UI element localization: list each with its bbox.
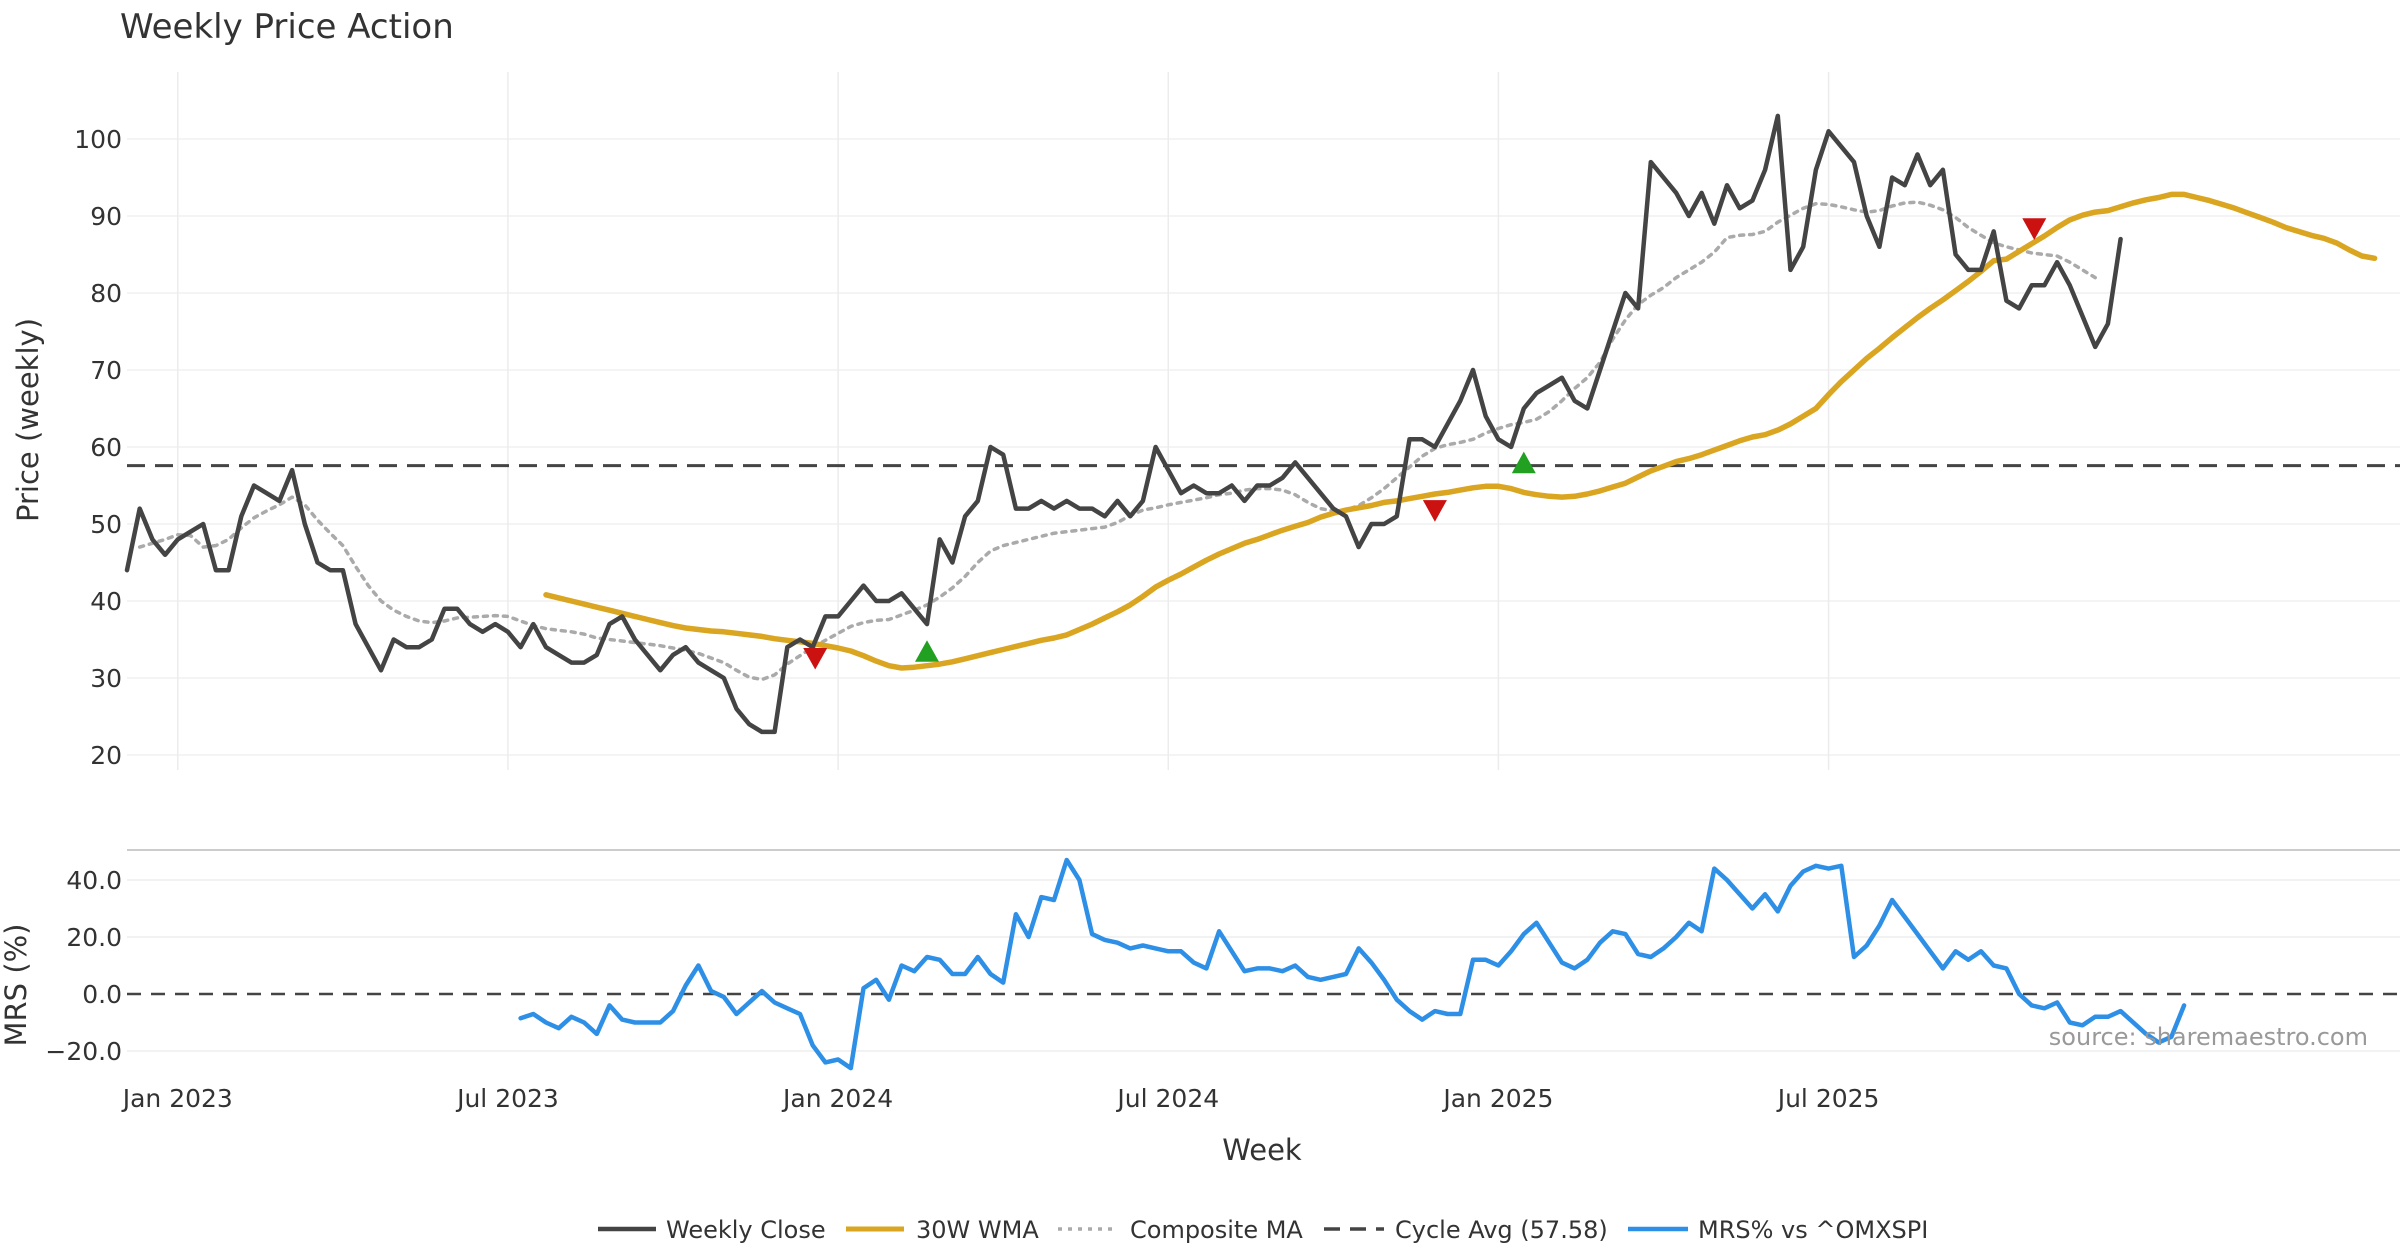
price-series-group — [124, 113, 2378, 735]
mrs-y-ticks: 40.0 20.0 0.0 −20.0 — [45, 866, 122, 1066]
price-y-tick-label: 50 — [90, 510, 122, 539]
price-y-tick-label: 20 — [90, 741, 122, 770]
x-tick-label: Jul 2024 — [1115, 1084, 1219, 1113]
sell-signal-marker — [1422, 500, 1447, 522]
x-tick-label: Jul 2025 — [1776, 1084, 1880, 1113]
x-tick-label: Jul 2023 — [455, 1084, 559, 1113]
buy-signal-marker — [1511, 451, 1536, 474]
price-y-tick-label: 40 — [90, 587, 122, 616]
legend-item-composite-ma: Composite MA — [1058, 1216, 1303, 1244]
sell-signal-marker — [803, 648, 828, 670]
legend-label-weekly-close: Weekly Close — [666, 1216, 826, 1244]
legend-item-cycle-avg: Cycle Avg (57.58) — [1324, 1216, 1608, 1244]
legend-item-30w-wma: 30W WMA — [846, 1216, 1039, 1244]
legend-label-mrs: MRS% vs ^OMXSPI — [1698, 1216, 1928, 1244]
mrs-y-tick-label: −20.0 — [45, 1037, 122, 1066]
wma-30w-line — [543, 191, 2378, 671]
legend-label-composite-ma: Composite MA — [1130, 1216, 1303, 1244]
mrs-y-tick-label: 40.0 — [66, 866, 122, 895]
price-y-tick-label: 90 — [90, 202, 122, 231]
price-y-tick-label: 30 — [90, 664, 122, 693]
x-axis-label: Week — [1222, 1133, 1302, 1167]
price-panel: 20 30 40 50 60 70 80 90 100 Price (weekly) — [11, 72, 2400, 770]
mrs-y-tick-label: 20.0 — [66, 923, 122, 952]
mrs-line — [518, 857, 2187, 1071]
signal-markers — [803, 218, 2047, 670]
chart-title: Weekly Price Action — [120, 7, 454, 47]
legend-item-weekly-close: Weekly Close — [598, 1216, 826, 1244]
legend: Weekly Close 30W WMA Composite MA Cycle … — [598, 1216, 1928, 1244]
x-tick-label: Jan 2023 — [121, 1084, 233, 1113]
price-y-tick-label: 80 — [90, 279, 122, 308]
mrs-panel: 40.0 20.0 0.0 −20.0 MRS (%) source: sharema… — [0, 849, 2400, 1071]
x-axis-ticks: Jan 2023 Jul 2023 Jan 2024 Jul 2024 Jan 2025… — [121, 1084, 1880, 1113]
legend-label-30w-wma: 30W WMA — [916, 1216, 1039, 1244]
mrs-gridlines — [127, 879, 2400, 1052]
mrs-series-group — [518, 857, 2187, 1071]
source-annotation: source: sharemaestro.com — [2049, 1023, 2368, 1051]
price-y-axis-label: Price (weekly) — [11, 318, 45, 522]
price-y-tick-label: 70 — [90, 356, 122, 385]
mrs-y-axis-label: MRS (%) — [0, 924, 33, 1047]
x-tick-label: Jan 2024 — [781, 1084, 893, 1113]
sell-signal-marker — [2022, 218, 2047, 240]
legend-item-mrs: MRS% vs ^OMXSPI — [1628, 1216, 1928, 1244]
price-y-ticks: 20 30 40 50 60 70 80 90 100 — [74, 125, 122, 770]
x-tick-label: Jan 2025 — [1441, 1084, 1553, 1113]
price-gridlines — [127, 72, 2400, 770]
buy-signal-marker — [915, 640, 939, 662]
weekly-close-line — [124, 113, 2123, 735]
legend-label-cycle-avg: Cycle Avg (57.58) — [1395, 1216, 1608, 1244]
price-y-tick-label: 60 — [90, 433, 122, 462]
price-y-tick-label: 100 — [74, 125, 122, 154]
mrs-y-tick-label: 0.0 — [82, 980, 122, 1009]
